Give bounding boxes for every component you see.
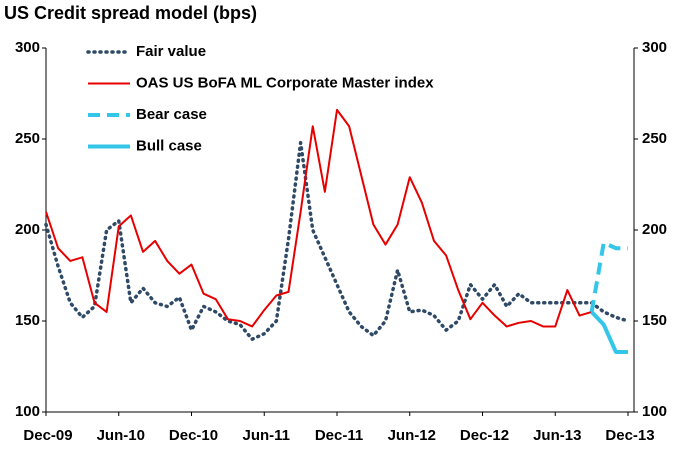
- legend-label: Fair value: [136, 43, 206, 60]
- y2-tick-label: 200: [642, 221, 667, 238]
- x-tick-label: Jun-11: [242, 427, 290, 444]
- x-tick-label: Dec-09: [23, 427, 72, 444]
- x-tick-label: Dec-10: [169, 427, 218, 444]
- legend-label: OAS US BoFA ML Corporate Master index: [136, 74, 434, 91]
- series-line: [589, 240, 628, 313]
- series-line: [45, 108, 592, 328]
- legend-label: Bear case: [136, 106, 207, 123]
- y-tick-label: 100: [15, 403, 40, 420]
- y-tick-label: 150: [15, 312, 40, 329]
- y-tick-label: 250: [15, 130, 40, 147]
- x-tick-label: Jun-10: [97, 427, 145, 444]
- legend-label: Bull case: [136, 137, 202, 154]
- x-tick-label: Jun-12: [388, 427, 436, 444]
- x-tick-label: Jun-13: [533, 427, 581, 444]
- y2-tick-label: 100: [642, 403, 667, 420]
- series-line: [590, 310, 628, 354]
- y2-tick-label: 300: [642, 39, 667, 56]
- y2-tick-label: 150: [642, 312, 667, 329]
- y2-tick-label: 250: [642, 130, 667, 147]
- x-tick-label: Dec-11: [315, 427, 363, 444]
- chart-title: US Credit spread model (bps): [4, 3, 257, 23]
- x-tick-label: Dec-13: [605, 427, 654, 444]
- y-tick-label: 300: [15, 39, 40, 56]
- x-tick-label: Dec-12: [460, 427, 509, 444]
- y-tick-label: 200: [15, 221, 40, 238]
- series-line: [44, 140, 630, 341]
